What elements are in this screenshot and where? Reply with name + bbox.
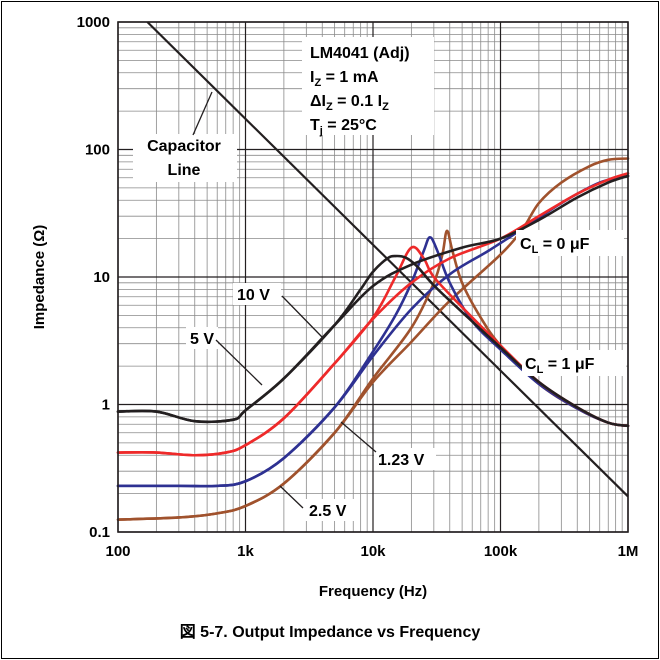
capacitor-leader-line	[192, 91, 213, 136]
figure-caption: 図 5-7. Output Impedance vs Frequency	[179, 624, 481, 641]
annotation-cl0: CL = 0 μF	[516, 230, 624, 256]
capacitor-line-label: Capacitor Line	[133, 91, 237, 182]
y-tick-label: 100	[85, 142, 110, 159]
annotation-cl1: CL = 1 μF	[522, 350, 626, 376]
iz-condition: IZ = 1 mA	[310, 69, 379, 89]
annotation-1-23v: 1.23 V	[340, 421, 436, 470]
series-line-10v-cl1	[116, 174, 630, 424]
annotation-2-5v-leader	[279, 485, 304, 509]
tj-condition: Tj = 25°C	[310, 117, 377, 137]
annotation-2-5v: 2.5 V	[279, 485, 355, 521]
y-tick-label: 1	[102, 397, 110, 414]
annotation-cl1-text: CL = 1 μF	[525, 356, 595, 376]
annotation-cl0-text: CL = 0 μF	[520, 236, 590, 256]
series-group	[116, 157, 630, 521]
x-tick-label: 10k	[360, 543, 386, 560]
annotation-10v-text: 10 V	[237, 287, 270, 304]
annotation-1-23v-leader	[340, 421, 377, 453]
x-tick-label: 1k	[237, 543, 254, 560]
annotation-5v: 5 V	[186, 327, 263, 386]
y-axis-label: Impedance (Ω)	[31, 225, 48, 330]
y-tick-label: 10	[93, 269, 110, 286]
x-tick-label: 100k	[484, 543, 518, 560]
annotation-10v: 10 V	[233, 283, 323, 338]
x-tick-labels: 100 1k 10k 100k 1M	[105, 543, 638, 560]
annotation-1-23v-text: 1.23 V	[378, 452, 425, 469]
conditions-block: LM4041 (Adj) IZ = 1 mA ΔIZ = 0.1 IZ Tj =…	[302, 37, 434, 137]
x-axis-label: Frequency (Hz)	[319, 583, 427, 600]
y-tick-label: 0.1	[89, 524, 110, 541]
capacitor-label-line1: Capacitor	[147, 138, 221, 155]
delta-iz-condition: ΔIZ = 0.1 IZ	[310, 93, 389, 113]
annotation-10v-leader	[281, 295, 323, 338]
y-tick-label: 1000	[77, 14, 110, 31]
y-tick-labels: 0.1 1 10 100 1000	[77, 14, 110, 541]
impedance-chart: 100 1k 10k 100k 1M 0.1 1 10 100 1000 Frequency (…	[31, 14, 638, 600]
series-line-2-5v-cl1	[116, 157, 630, 521]
x-tick-label: 100	[105, 543, 130, 560]
annotation-5v-leader	[215, 339, 263, 386]
series-line-5v-cl1	[116, 172, 630, 457]
annotation-5v-text: 5 V	[190, 331, 214, 348]
x-tick-label: 1M	[618, 543, 639, 560]
annotation-2-5v-text: 2.5 V	[309, 503, 347, 520]
device-label: LM4041 (Adj)	[310, 45, 410, 62]
capacitor-label-line2: Line	[168, 162, 201, 179]
plot-border	[117, 21, 629, 533]
